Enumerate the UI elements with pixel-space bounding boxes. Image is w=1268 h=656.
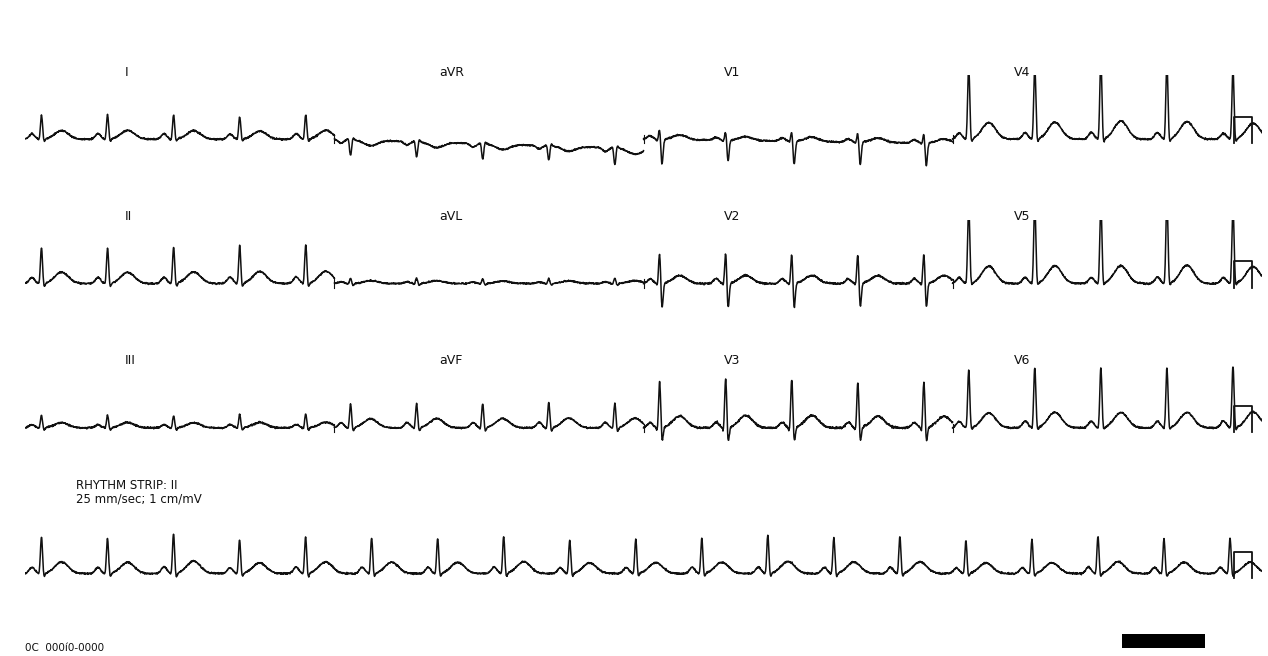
Text: aVL: aVL (440, 210, 463, 223)
Text: V1: V1 (724, 66, 741, 79)
Text: aVF: aVF (440, 354, 463, 367)
Text: V5: V5 (1014, 210, 1031, 223)
Text: V3: V3 (724, 354, 741, 367)
Text: V2: V2 (724, 210, 741, 223)
Text: aVR: aVR (440, 66, 464, 79)
Text: 0C  000í0-0000: 0C 000í0-0000 (25, 643, 104, 653)
Text: V6: V6 (1014, 354, 1031, 367)
Text: II: II (124, 210, 132, 223)
Text: RHYTHM STRIP: II: RHYTHM STRIP: II (76, 479, 178, 492)
Text: 25 mm/sec; 1 cm/mV: 25 mm/sec; 1 cm/mV (76, 492, 202, 505)
Text: V4: V4 (1014, 66, 1031, 79)
Text: I: I (124, 66, 128, 79)
Text: III: III (124, 354, 136, 367)
